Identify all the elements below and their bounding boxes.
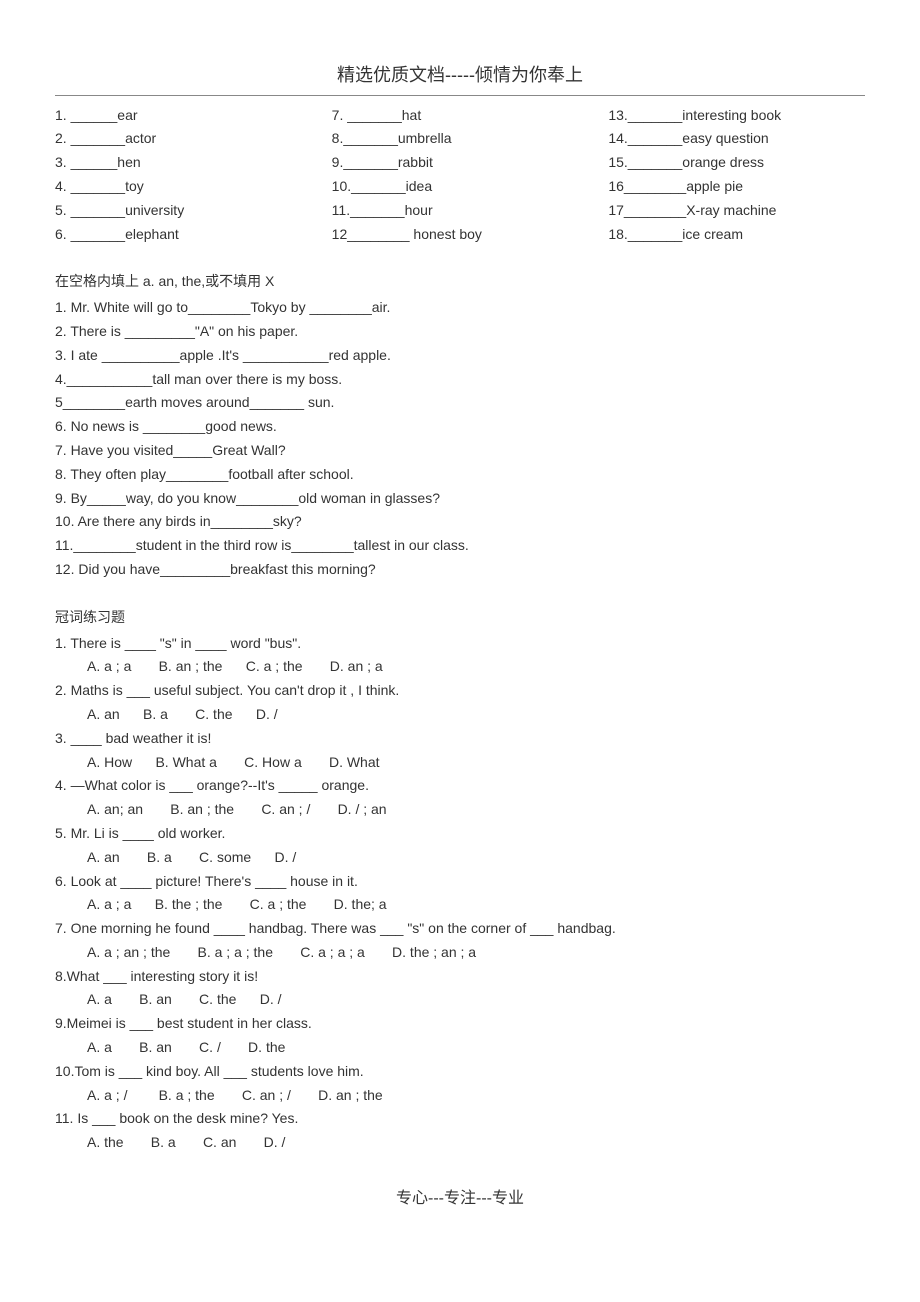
mc-options: A. a B. an C. the D. / (55, 988, 865, 1012)
fill-blank-3col: 1. ______ear2. _______actor3. ______hen4… (55, 104, 865, 247)
mc-options: A. How B. What a C. How a D. What (55, 751, 865, 775)
fill-blank-item: 2. _______actor (55, 127, 312, 151)
mc-options: A. a B. an C. / D. the (55, 1036, 865, 1060)
mc-question: 10.Tom is ___ kind boy. All ___ students… (55, 1060, 865, 1084)
section3-list: 1. There is ____ "s" in ____ word "bus".… (55, 632, 865, 1156)
fill-blank-item: 1. ______ear (55, 104, 312, 128)
mc-options: A. an B. a C. some D. / (55, 846, 865, 870)
sentence-item: 10. Are there any birds in________sky? (55, 510, 865, 534)
mc-options: A. a ; / B. a ; the C. an ; / D. an ; th… (55, 1084, 865, 1108)
fill-blank-item: 17________X-ray machine (608, 199, 865, 223)
fill-blank-item: 3. ______hen (55, 151, 312, 175)
fill-blank-item: 8._______umbrella (332, 127, 589, 151)
col-3: 13._______interesting book14._______easy… (608, 104, 865, 247)
mc-options: A. an B. a C. the D. / (55, 703, 865, 727)
mc-question: 11. Is ___ book on the desk mine? Yes. (55, 1107, 865, 1131)
fill-blank-item: 7. _______hat (332, 104, 589, 128)
fill-blank-item: 5. _______university (55, 199, 312, 223)
sentence-item: 4.___________tall man over there is my b… (55, 368, 865, 392)
fill-blank-item: 13._______interesting book (608, 104, 865, 128)
sentence-item: 9. By_____way, do you know________old wo… (55, 487, 865, 511)
section2-list: 1. Mr. White will go to________Tokyo by … (55, 296, 865, 582)
page-header: 精选优质文档-----倾情为你奉上 (55, 60, 865, 96)
mc-question: 3. ____ bad weather it is! (55, 727, 865, 751)
fill-blank-item: 11._______hour (332, 199, 589, 223)
fill-blank-item: 15._______orange dress (608, 151, 865, 175)
fill-blank-item: 10._______idea (332, 175, 589, 199)
col-2: 7. _______hat8._______umbrella9._______r… (332, 104, 589, 247)
mc-options: A. an; an B. an ; the C. an ; / D. / ; a… (55, 798, 865, 822)
fill-blank-item: 9._______rabbit (332, 151, 589, 175)
mc-options: A. a ; a B. the ; the C. a ; the D. the;… (55, 893, 865, 917)
sentence-item: 2. There is _________"A" on his paper. (55, 320, 865, 344)
section2-title: 在空格内填上 a. an, the,或不填用 X (55, 270, 865, 294)
mc-question: 6. Look at ____ picture! There's ____ ho… (55, 870, 865, 894)
sentence-item: 12. Did you have_________breakfast this … (55, 558, 865, 582)
sentence-item: 3. I ate __________apple .It's _________… (55, 344, 865, 368)
section3-title: 冠词练习题 (55, 606, 865, 630)
sentence-item: 11.________student in the third row is__… (55, 534, 865, 558)
mc-question: 9.Meimei is ___ best student in her clas… (55, 1012, 865, 1036)
sentence-item: 5________earth moves around_______ sun. (55, 391, 865, 415)
sentence-item: 8. They often play________football after… (55, 463, 865, 487)
mc-options: A. a ; a B. an ; the C. a ; the D. an ; … (55, 655, 865, 679)
mc-question: 5. Mr. Li is ____ old worker. (55, 822, 865, 846)
mc-question: 2. Maths is ___ useful subject. You can'… (55, 679, 865, 703)
sentence-item: 1. Mr. White will go to________Tokyo by … (55, 296, 865, 320)
sentence-item: 7. Have you visited_____Great Wall? (55, 439, 865, 463)
mc-options: A. a ; an ; the B. a ; a ; the C. a ; a … (55, 941, 865, 965)
fill-blank-item: 18._______ice cream (608, 223, 865, 247)
mc-options: A. the B. a C. an D. / (55, 1131, 865, 1155)
mc-question: 7. One morning he found ____ handbag. Th… (55, 917, 865, 941)
multiple-choice: 冠词练习题 1. There is ____ "s" in ____ word … (55, 606, 865, 1155)
col-1: 1. ______ear2. _______actor3. ______hen4… (55, 104, 312, 247)
sentence-item: 6. No news is ________good news. (55, 415, 865, 439)
mc-question: 1. There is ____ "s" in ____ word "bus". (55, 632, 865, 656)
fill-blank-item: 16________apple pie (608, 175, 865, 199)
mc-question: 4. —What color is ___ orange?--It's ____… (55, 774, 865, 798)
fill-blank-sentences: 在空格内填上 a. an, the,或不填用 X 1. Mr. White wi… (55, 270, 865, 581)
fill-blank-item: 14._______easy question (608, 127, 865, 151)
fill-blank-item: 4. _______toy (55, 175, 312, 199)
fill-blank-item: 12________ honest boy (332, 223, 589, 247)
mc-question: 8.What ___ interesting story it is! (55, 965, 865, 989)
page-footer: 专心---专注---专业 (55, 1185, 865, 1212)
fill-blank-item: 6. _______elephant (55, 223, 312, 247)
